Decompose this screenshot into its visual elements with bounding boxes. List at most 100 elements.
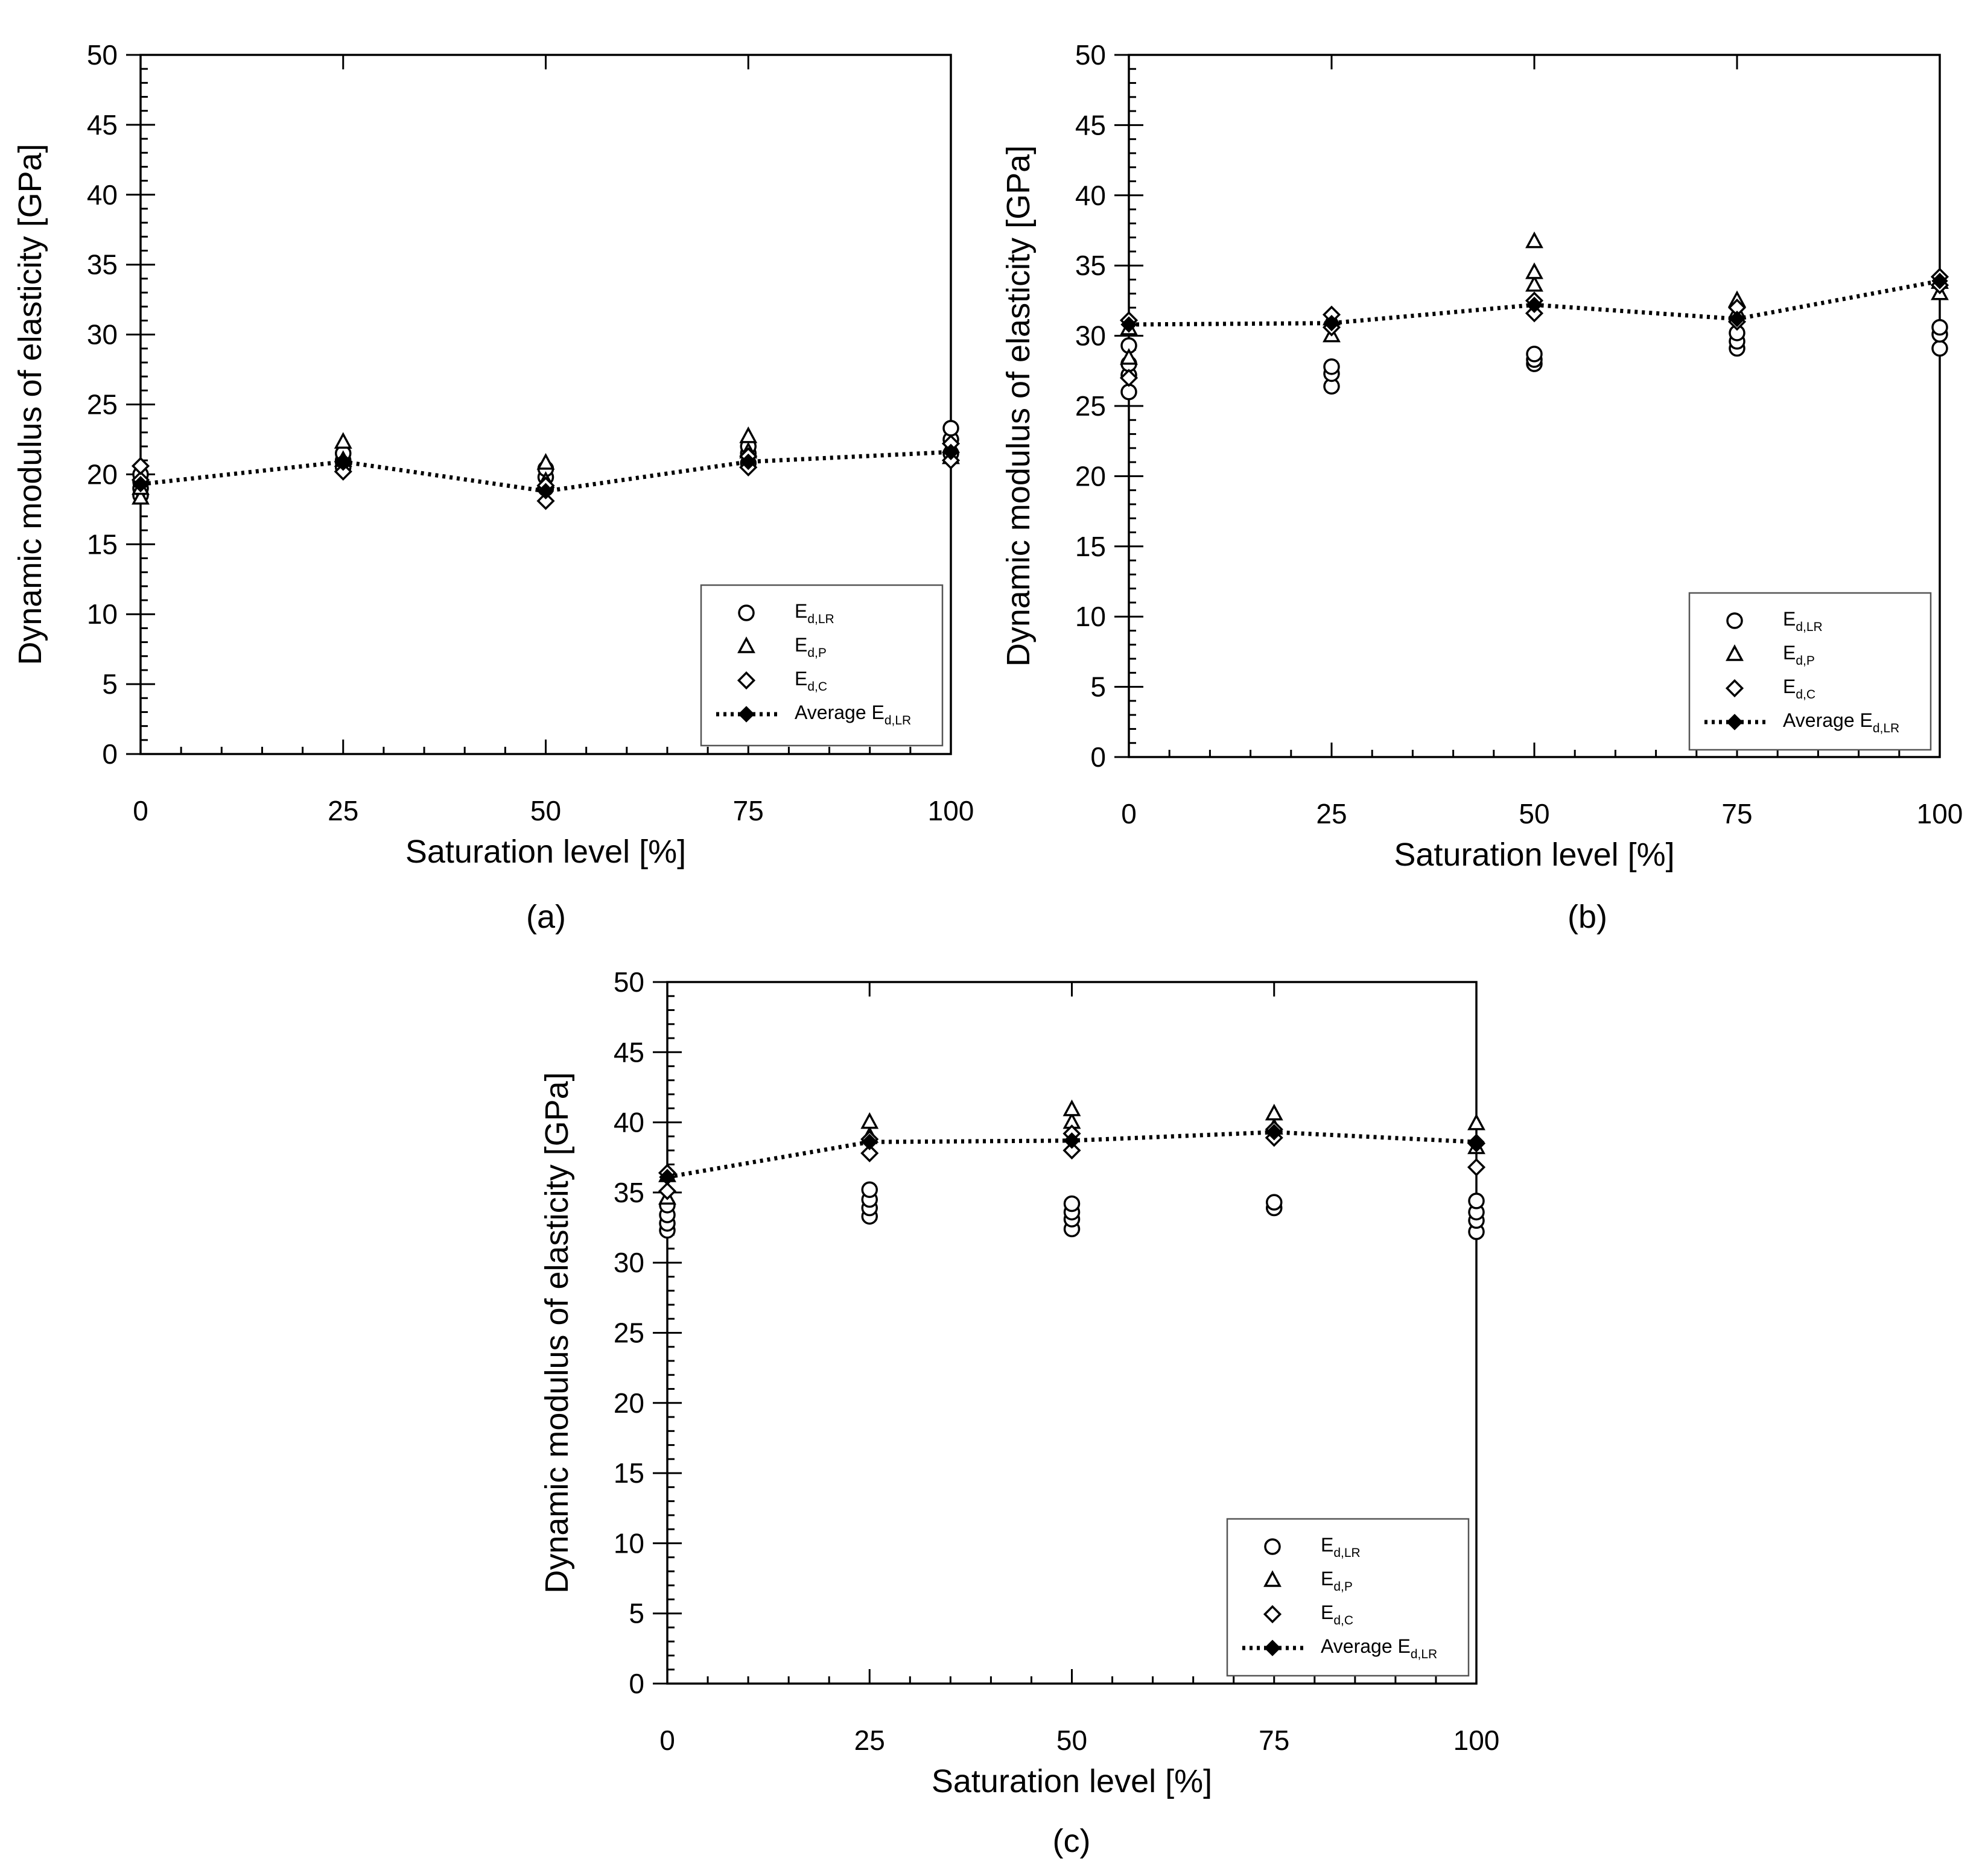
- x-tick-label: 0: [1121, 798, 1137, 829]
- legend-label-average: Average Ed,LR: [795, 702, 911, 727]
- data-point-filled-diamond: [659, 1168, 676, 1185]
- data-point-filled-diamond: [1468, 1133, 1485, 1150]
- x-tick-label: 75: [1721, 798, 1752, 829]
- legend-label-circle-main: E: [795, 600, 807, 622]
- legend-label-diamond-subscript: d,C: [1796, 688, 1815, 702]
- y-tick-label: 10: [87, 598, 118, 630]
- legend-label-triangle-main: E: [1783, 642, 1796, 664]
- data-point-circle: [1931, 340, 1948, 357]
- data-point-filled-diamond: [1323, 314, 1340, 332]
- data-point-filled-diamond: [861, 1133, 878, 1150]
- data-point-triangle: [1525, 274, 1543, 292]
- legend-label-diamond-main: E: [1321, 1602, 1333, 1623]
- data-point-circle: [942, 420, 959, 437]
- legend-marker-triangle: [737, 636, 755, 653]
- legend-marker-diamond: [1725, 679, 1744, 698]
- data-point-filled-diamond: [537, 483, 554, 499]
- plot-frame: [139, 54, 952, 755]
- y-tick-label: 30: [1075, 320, 1106, 352]
- y-tick-label: 20: [87, 458, 118, 490]
- legend-marker-triangle: [1726, 644, 1744, 661]
- y-tick-label: 30: [87, 319, 118, 350]
- data-point-filled-diamond: [1120, 316, 1137, 333]
- data-point-diamond: [1062, 1141, 1081, 1160]
- data-point-filled-diamond: [132, 475, 149, 493]
- data-point-triangle: [1525, 231, 1543, 249]
- y-tick-label: 20: [1075, 460, 1106, 492]
- legend-label-triangle-main: E: [795, 634, 807, 656]
- legend-label-average: Average Ed,LR: [1321, 1635, 1437, 1661]
- y-tick-label: 40: [614, 1107, 644, 1138]
- data-point-diamond: [536, 492, 555, 510]
- x-tick-label: 25: [1316, 798, 1347, 829]
- legend-label-circle-main: E: [1783, 608, 1796, 630]
- data-point-triangle: [1062, 1099, 1081, 1117]
- data-point-circle: [1931, 318, 1948, 336]
- data-point-circle: [1266, 1194, 1283, 1211]
- y-tick-label: 30: [614, 1247, 644, 1278]
- legend-label-average: Average Ed,LR: [1783, 709, 1899, 735]
- legend-label-diamond: Ed,C: [1321, 1602, 1353, 1627]
- legend-label-average-main: Average E: [795, 702, 885, 723]
- legend-label-diamond-subscript: d,C: [807, 680, 827, 694]
- data-point-diamond: [1467, 1158, 1486, 1177]
- y-tick-label: 50: [87, 39, 118, 71]
- legend-label-circle-main: E: [1321, 1534, 1333, 1556]
- legend-label-diamond: Ed,C: [795, 668, 827, 694]
- y-tick-label: 35: [614, 1177, 644, 1208]
- y-tick-label: 15: [87, 528, 118, 560]
- data-point-triangle: [334, 432, 352, 449]
- y-tick-label: 25: [614, 1317, 644, 1349]
- x-axis-title: Saturation level [%]: [1394, 837, 1674, 873]
- data-point-circle: [861, 1181, 878, 1198]
- series-filled-diamond: [132, 443, 959, 499]
- y-tick-label: 15: [614, 1457, 644, 1489]
- legend-marker-circle: [1264, 1538, 1281, 1555]
- legend-label-triangle: Ed,P: [795, 634, 827, 660]
- y-tick-label: 45: [614, 1036, 644, 1068]
- x-tick-label: 0: [659, 1725, 675, 1756]
- y-tick-label: 40: [87, 179, 118, 211]
- x-tick-label: 75: [1259, 1725, 1289, 1756]
- data-point-triangle: [860, 1112, 879, 1129]
- chart-panel-3: 0 25 50 75 100 0 5 10 15 20 25 30 35 40 45 50 Saturation…: [539, 966, 1499, 1859]
- data-point-diamond: [860, 1144, 879, 1162]
- legend-label-triangle-subscript: d,P: [1796, 654, 1815, 668]
- y-tick-label: 5: [1090, 671, 1106, 703]
- data-point-circle: [1468, 1193, 1485, 1209]
- data-point-circle: [1063, 1195, 1081, 1212]
- x-tick-label: 50: [1056, 1725, 1087, 1756]
- data-point-triangle: [536, 452, 555, 470]
- legend-label-average-main: Average E: [1783, 709, 1873, 731]
- data-point-triangle: [1467, 1114, 1485, 1130]
- legend-label-circle-subscript: d,LR: [1796, 620, 1822, 634]
- data-point-triangle: [1265, 1103, 1283, 1121]
- legend-label-circle-subscript: d,LR: [807, 612, 834, 626]
- data-point-diamond: [941, 451, 961, 470]
- series-filled-diamond: [1120, 273, 1948, 333]
- y-tick-label: 20: [614, 1387, 644, 1419]
- y-tick-label: 5: [102, 668, 118, 700]
- series-circle: [1120, 318, 1948, 401]
- y-axis-title: Dynamic modulus of elasticity [GPa]: [539, 1072, 575, 1593]
- legend-marker-diamond: [1263, 1605, 1282, 1624]
- x-tick-label: 100: [1917, 798, 1963, 829]
- y-tick-label: 35: [1075, 250, 1106, 281]
- data-point-filled-diamond: [942, 443, 959, 460]
- chart-panel-2: 0 25 50 75 100 0 5 10 15 20 25 30 35 40 45 50 Saturation…: [1000, 39, 1963, 935]
- data-point-diamond: [1525, 304, 1544, 323]
- data-point-triangle: [1120, 347, 1138, 365]
- legend-label-circle: Ed,LR: [1321, 1534, 1361, 1560]
- x-tick-label: 100: [928, 795, 974, 826]
- y-tick-label: 35: [87, 249, 118, 280]
- data-point-triangle: [739, 426, 758, 443]
- legend-label-circle: Ed,LR: [1783, 608, 1823, 634]
- legend-label-average-subscript: d,LR: [1411, 1647, 1437, 1661]
- data-point-diamond: [658, 1182, 677, 1200]
- legend-label-circle-subscript: d,LR: [1333, 1546, 1360, 1560]
- x-tick-label: 100: [1453, 1725, 1500, 1756]
- y-tick-label: 50: [614, 966, 644, 998]
